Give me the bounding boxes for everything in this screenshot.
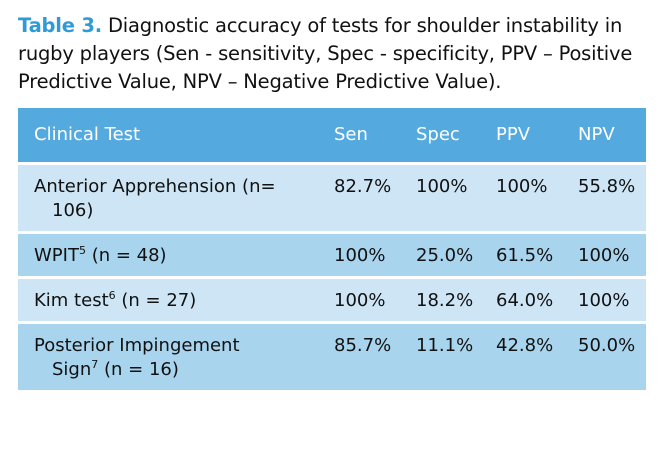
cell-ppv: 100% [496,162,578,231]
test-name: Kim test [34,290,109,311]
header-npv: NPV [578,108,646,162]
table-row: Kim test6 (n = 27) 100% 18.2% 64.0% 100% [18,276,646,321]
cell-ppv: 61.5% [496,231,578,276]
cell-spec: 18.2% [416,276,496,321]
header-spec: Spec [416,108,496,162]
cell-npv: 55.8% [578,162,646,231]
test-sample-size: (n = 16) [98,359,179,380]
test-name-line2: Sign7 (n = 16) [52,358,179,380]
diagnostic-accuracy-table: Clinical Test Sen Spec PPV NPV Anterior … [18,108,646,390]
table-row: Posterior Impingement Sign7 (n = 16) 85.… [18,321,646,390]
cell-ppv: 42.8% [496,321,578,390]
cell-spec: 25.0% [416,231,496,276]
table-header-row: Clinical Test Sen Spec PPV NPV [18,108,646,162]
reference-superscript: 7 [91,358,99,371]
header-ppv: PPV [496,108,578,162]
cell-test: Anterior Apprehension (n= 106) [18,162,334,231]
header-sen: Sen [334,108,416,162]
test-sample-size: (n = 48) [85,245,167,266]
cell-test: WPIT5 (n = 48) [18,231,334,276]
test-name-line1: Posterior Impingement [34,335,240,356]
table-row: Anterior Apprehension (n= 106) 82.7% 100… [18,162,646,231]
caption-text: Diagnostic accuracy of tests for shoulde… [18,14,633,93]
cell-npv: 50.0% [578,321,646,390]
cell-sen: 85.7% [334,321,416,390]
caption-label: Table 3. [18,14,102,37]
cell-ppv: 64.0% [496,276,578,321]
header-clinical-test: Clinical Test [18,108,334,162]
cell-spec: 100% [416,162,496,231]
reference-superscript: 5 [78,244,86,257]
reference-superscript: 6 [108,289,116,302]
test-name-line1: Anterior Apprehension (n= [34,176,276,197]
cell-spec: 11.1% [416,321,496,390]
table-row: WPIT5 (n = 48) 100% 25.0% 61.5% 100% [18,231,646,276]
cell-sen: 100% [334,276,416,321]
cell-npv: 100% [578,276,646,321]
cell-test: Kim test6 (n = 27) [18,276,334,321]
cell-test: Posterior Impingement Sign7 (n = 16) [18,321,334,390]
test-sample-size: (n = 27) [115,290,197,311]
cell-npv: 100% [578,231,646,276]
cell-sen: 100% [334,231,416,276]
table-caption: Table 3. Diagnostic accuracy of tests fo… [18,12,648,96]
cell-sen: 82.7% [334,162,416,231]
test-name-line2: 106) [52,200,94,221]
test-name: WPIT [34,245,79,266]
